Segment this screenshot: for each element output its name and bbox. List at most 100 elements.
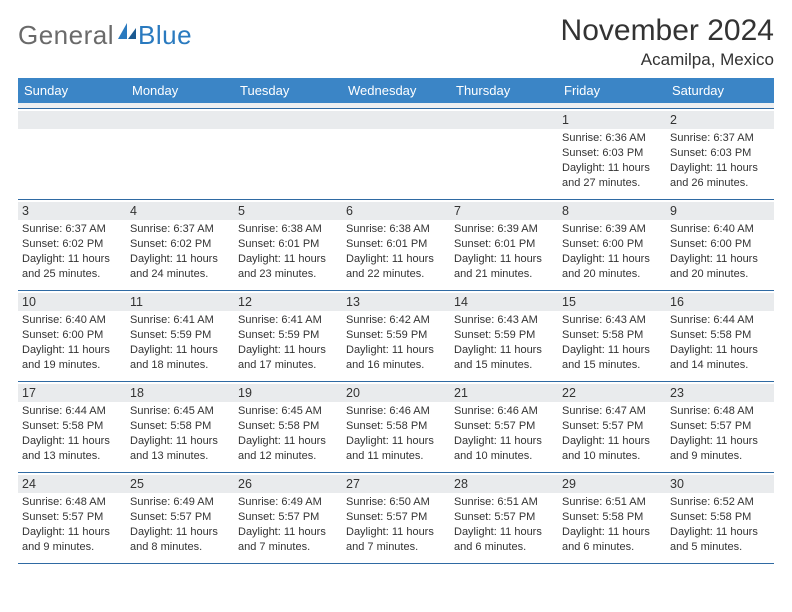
daylight-text: Daylight: 11 hours and 20 minutes. — [562, 252, 662, 282]
day-cell: 20Sunrise: 6:46 AMSunset: 5:58 PMDayligh… — [342, 382, 450, 472]
day-info: Sunrise: 6:38 AMSunset: 6:01 PMDaylight:… — [346, 222, 446, 281]
day-cell: 22Sunrise: 6:47 AMSunset: 5:57 PMDayligh… — [558, 382, 666, 472]
sunset-text: Sunset: 5:59 PM — [238, 328, 338, 343]
sunset-text: Sunset: 6:03 PM — [670, 146, 770, 161]
daylight-text: Daylight: 11 hours and 7 minutes. — [346, 525, 446, 555]
sunrise-text: Sunrise: 6:38 AM — [346, 222, 446, 237]
day-cell — [234, 109, 342, 199]
sunrise-text: Sunrise: 6:44 AM — [22, 404, 122, 419]
day-number: 7 — [450, 202, 558, 220]
day-cell: 2Sunrise: 6:37 AMSunset: 6:03 PMDaylight… — [666, 109, 774, 199]
day-info: Sunrise: 6:43 AMSunset: 5:58 PMDaylight:… — [562, 313, 662, 372]
sunset-text: Sunset: 5:59 PM — [454, 328, 554, 343]
sunrise-text: Sunrise: 6:38 AM — [238, 222, 338, 237]
day-number — [342, 111, 450, 129]
daylight-text: Daylight: 11 hours and 9 minutes. — [22, 525, 122, 555]
sunrise-text: Sunrise: 6:52 AM — [670, 495, 770, 510]
day-number: 24 — [18, 475, 126, 493]
day-cell: 9Sunrise: 6:40 AMSunset: 6:00 PMDaylight… — [666, 200, 774, 290]
day-info: Sunrise: 6:39 AMSunset: 6:01 PMDaylight:… — [454, 222, 554, 281]
sunrise-text: Sunrise: 6:43 AM — [454, 313, 554, 328]
week-row: 17Sunrise: 6:44 AMSunset: 5:58 PMDayligh… — [18, 382, 774, 473]
day-number: 10 — [18, 293, 126, 311]
day-number: 25 — [126, 475, 234, 493]
day-number — [126, 111, 234, 129]
day-cell: 5Sunrise: 6:38 AMSunset: 6:01 PMDaylight… — [234, 200, 342, 290]
sunset-text: Sunset: 6:02 PM — [130, 237, 230, 252]
sunrise-text: Sunrise: 6:48 AM — [670, 404, 770, 419]
daylight-text: Daylight: 11 hours and 5 minutes. — [670, 525, 770, 555]
day-cell: 23 Sunrise: 6:48 AMSunset: 5:57 PMDayligh… — [666, 382, 774, 472]
sunrise-text: Sunrise: 6:51 AM — [454, 495, 554, 510]
sunrise-text: Sunrise: 6:51 AM — [562, 495, 662, 510]
sunrise-text: Sunrise: 6:50 AM — [346, 495, 446, 510]
day-number: 13 — [342, 293, 450, 311]
day-info: Sunrise: 6:44 AMSunset: 5:58 PMDaylight:… — [22, 404, 122, 463]
day-number: 29 — [558, 475, 666, 493]
daylight-text: Daylight: 11 hours and 8 minutes. — [130, 525, 230, 555]
week-row: 10Sunrise: 6:40 AMSunset: 6:00 PMDayligh… — [18, 291, 774, 382]
day-info: Sunrise: 6:48 AMSunset: 5:57 PMDaylight:… — [22, 495, 122, 554]
day-info: Sunrise: 6:50 AMSunset: 5:57 PMDaylight:… — [346, 495, 446, 554]
sunset-text: Sunset: 6:01 PM — [238, 237, 338, 252]
day-number: 1 — [558, 111, 666, 129]
daylight-text: Daylight: 11 hours and 13 minutes. — [22, 434, 122, 464]
day-cell: 27Sunrise: 6:50 AMSunset: 5:57 PMDayligh… — [342, 473, 450, 563]
day-info: Sunrise: 6:51 AMSunset: 5:57 PMDaylight:… — [454, 495, 554, 554]
logo-sail-icon — [116, 21, 138, 41]
day-cell: 7 Sunrise: 6:39 AMSunset: 6:01 PMDaylight… — [450, 200, 558, 290]
day-info: Sunrise: 6:37 AMSunset: 6:02 PMDaylight:… — [22, 222, 122, 281]
day-info: Sunrise: 6:38 AMSunset: 6:01 PMDaylight:… — [238, 222, 338, 281]
day-cell: 28 Sunrise: 6:51 AMSunset: 5:57 PMDayligh… — [450, 473, 558, 563]
day-header-thursday: Thursday — [450, 78, 558, 103]
day-number — [234, 111, 342, 129]
sunrise-text: Sunrise: 6:43 AM — [562, 313, 662, 328]
week-row: 1Sunrise: 6:36 AMSunset: 6:03 PMDaylight… — [18, 109, 774, 200]
sunrise-text: Sunrise: 6:48 AM — [22, 495, 122, 510]
day-number: 23 — [666, 384, 774, 402]
daylight-text: Daylight: 11 hours and 16 minutes. — [346, 343, 446, 373]
sunset-text: Sunset: 5:57 PM — [130, 510, 230, 525]
sunset-text: Sunset: 5:59 PM — [346, 328, 446, 343]
sunset-text: Sunset: 5:57 PM — [670, 419, 770, 434]
day-info: Sunrise: 6:37 AMSunset: 6:02 PMDaylight:… — [130, 222, 230, 281]
day-header-wednesday: Wednesday — [342, 78, 450, 103]
sunset-text: Sunset: 6:00 PM — [562, 237, 662, 252]
sunrise-text: Sunrise: 6:47 AM — [562, 404, 662, 419]
daylight-text: Daylight: 11 hours and 15 minutes. — [454, 343, 554, 373]
day-number: 26 — [234, 475, 342, 493]
day-cell — [450, 109, 558, 199]
day-number: 16 — [666, 293, 774, 311]
day-number: 18 — [126, 384, 234, 402]
week-row: 24Sunrise: 6:48 AMSunset: 5:57 PMDayligh… — [18, 473, 774, 564]
daylight-text: Daylight: 11 hours and 26 minutes. — [670, 161, 770, 191]
daylight-text: Daylight: 11 hours and 13 minutes. — [130, 434, 230, 464]
sunrise-text: Sunrise: 6:37 AM — [130, 222, 230, 237]
title-block: November 2024 Acamilpa, Mexico — [561, 14, 774, 70]
day-number — [450, 111, 558, 129]
day-number: 30 — [666, 475, 774, 493]
sunset-text: Sunset: 5:58 PM — [238, 419, 338, 434]
sunset-text: Sunset: 5:57 PM — [562, 419, 662, 434]
day-info: Sunrise: 6:46 AMSunset: 5:58 PMDaylight:… — [346, 404, 446, 463]
day-cell: 10Sunrise: 6:40 AMSunset: 6:00 PMDayligh… — [18, 291, 126, 381]
day-number: 8 — [558, 202, 666, 220]
day-cell: 21Sunrise: 6:46 AMSunset: 5:57 PMDayligh… — [450, 382, 558, 472]
sunrise-text: Sunrise: 6:49 AM — [238, 495, 338, 510]
day-cell: 4Sunrise: 6:37 AMSunset: 6:02 PMDaylight… — [126, 200, 234, 290]
daylight-text: Daylight: 11 hours and 9 minutes. — [670, 434, 770, 464]
sunset-text: Sunset: 5:57 PM — [454, 510, 554, 525]
sunrise-text: Sunrise: 6:41 AM — [130, 313, 230, 328]
day-info: Sunrise: 6:45 AMSunset: 5:58 PMDaylight:… — [238, 404, 338, 463]
calendar-body: 1Sunrise: 6:36 AMSunset: 6:03 PMDaylight… — [18, 109, 774, 564]
day-cell: 25Sunrise: 6:49 AMSunset: 5:57 PMDayligh… — [126, 473, 234, 563]
sunrise-text: Sunrise: 6:37 AM — [22, 222, 122, 237]
day-info: Sunrise: 6:45 AMSunset: 5:58 PMDaylight:… — [130, 404, 230, 463]
sunset-text: Sunset: 5:58 PM — [670, 328, 770, 343]
daylight-text: Daylight: 11 hours and 6 minutes. — [454, 525, 554, 555]
day-cell: 29Sunrise: 6:51 AMSunset: 5:58 PMDayligh… — [558, 473, 666, 563]
day-cell: 12Sunrise: 6:41 AMSunset: 5:59 PMDayligh… — [234, 291, 342, 381]
day-number: 28 — [450, 475, 558, 493]
sunrise-text: Sunrise: 6:37 AM — [670, 131, 770, 146]
daylight-text: Daylight: 11 hours and 11 minutes. — [346, 434, 446, 464]
